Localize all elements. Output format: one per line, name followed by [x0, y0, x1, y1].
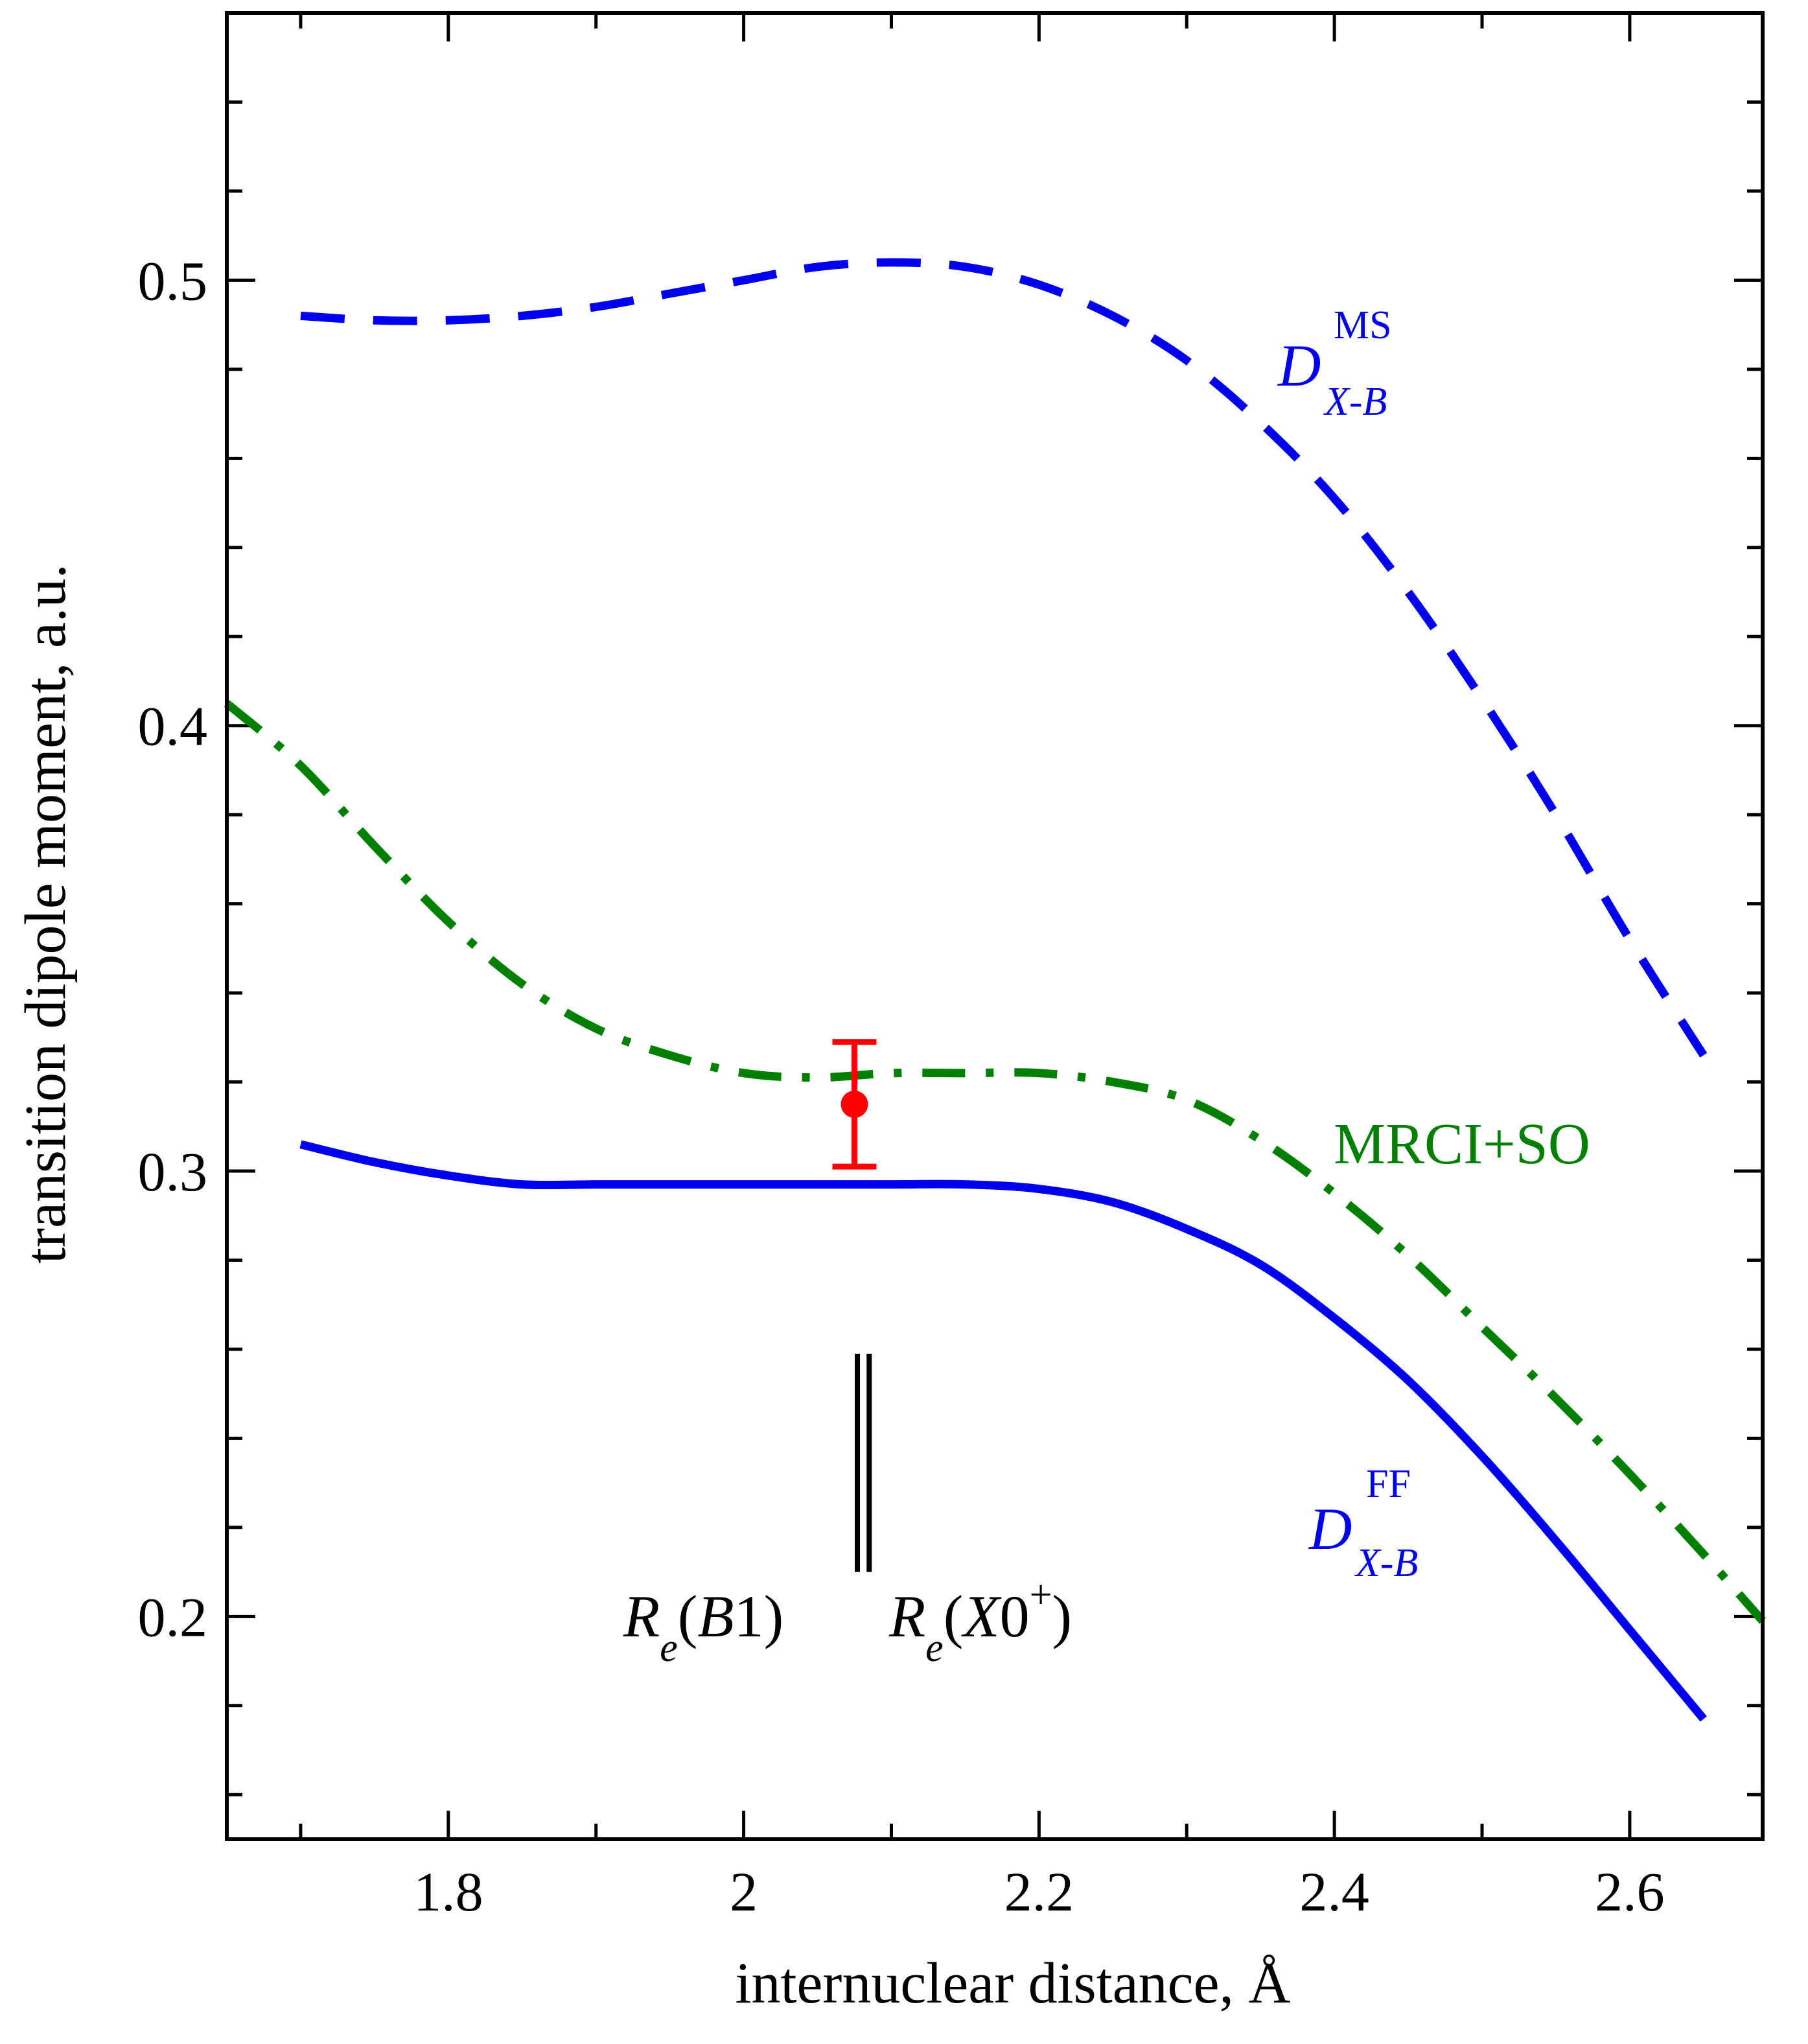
series-point-2: [669, 1184, 670, 1185]
series-point-0: [1629, 939, 1630, 940]
series-point-0: [743, 280, 744, 281]
series-point-2: [374, 1162, 375, 1163]
series-point-1: [1260, 1139, 1261, 1140]
markers: [832, 1039, 877, 1572]
x-axis-title: internuclear distance, Å: [735, 1951, 1290, 2015]
series-point-1: [300, 765, 301, 766]
series-point-2: [891, 1184, 892, 1185]
series-line-solid: [299, 1140, 1707, 1722]
series-point-2: [1408, 1380, 1409, 1381]
y-tick-label: 0.2: [138, 1586, 208, 1648]
series-point-2: [1260, 1264, 1261, 1265]
series-line-dashdot: [224, 700, 1766, 1624]
y-tick-label: 0.5: [138, 250, 208, 312]
series-point-2: [1629, 1629, 1630, 1630]
plot-frame: [225, 11, 1765, 1841]
label-d-ms-sup: MS: [1334, 303, 1392, 347]
series-point-0: [817, 266, 818, 267]
label-re-b1: Re(B1): [623, 1583, 783, 1670]
curves: [224, 258, 1766, 1722]
series-point-2: [1555, 1540, 1556, 1541]
series-point-1: [1555, 1398, 1556, 1399]
ticks: [227, 11, 1763, 1839]
tick-labels: 1.8 2 2.2 2.4 2.6 0.2 0.3 0.4 0.5: [138, 250, 1665, 1923]
y-tick-label: 0.3: [138, 1141, 208, 1203]
label-d-ff-sup: FF: [1366, 1462, 1411, 1506]
label-d-ms-main: D: [1277, 332, 1321, 399]
label-d-ms-sub: X-B: [1323, 380, 1387, 424]
series-point-1: [1334, 1193, 1335, 1194]
label-re-x0: Re(X0+): [888, 1573, 1072, 1670]
label-d-ms: D MS X-B: [1277, 303, 1392, 424]
series-point-0: [1334, 498, 1335, 499]
series-point-0: [1703, 1055, 1704, 1056]
x-tick-label: 2.2: [1004, 1861, 1074, 1923]
series-point-2: [965, 1184, 966, 1185]
label-d-ff: D FF X-B: [1308, 1462, 1418, 1585]
x-tick-label: 1.8: [413, 1861, 483, 1923]
x-tick-label: 2.4: [1299, 1861, 1369, 1923]
label-d-ff-sub: X-B: [1354, 1541, 1418, 1585]
series-line-dashed: [300, 258, 1708, 1058]
series-point-2: [817, 1184, 818, 1185]
series-point-0: [965, 266, 966, 267]
x-tick-label: 2: [730, 1861, 758, 1923]
label-mrci-so: MRCI+SO: [1334, 1112, 1590, 1176]
series-point-1: [817, 1077, 818, 1078]
series-point-1: [1703, 1554, 1704, 1555]
series-point-1: [1408, 1255, 1409, 1256]
y-tick-label: 0.4: [138, 695, 208, 758]
series-point-1: [669, 1055, 670, 1056]
x-tick-label: 2.6: [1595, 1861, 1665, 1923]
series-point-0: [374, 320, 375, 321]
y-axis-title: transition dipole moment, a.u.: [14, 564, 78, 1264]
error-point: [840, 1090, 868, 1118]
label-d-ff-main: D: [1308, 1496, 1352, 1562]
series-point-2: [743, 1184, 744, 1185]
